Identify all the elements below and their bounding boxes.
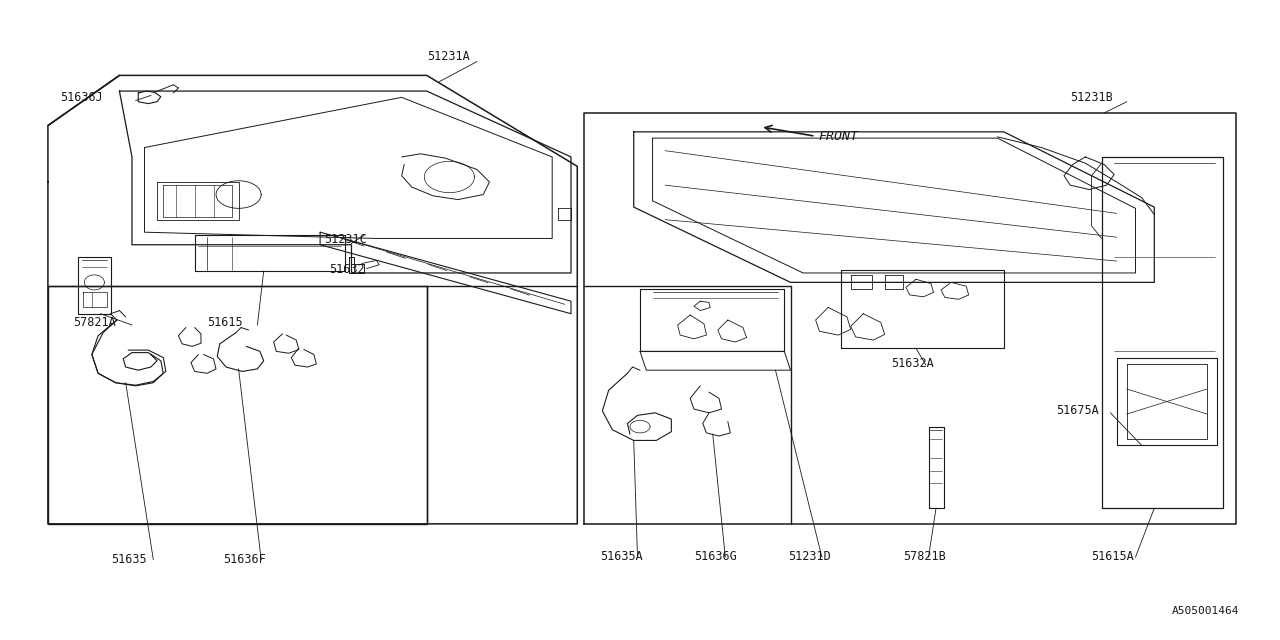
Text: 51231B: 51231B bbox=[1070, 91, 1114, 104]
Text: 51636G: 51636G bbox=[694, 550, 737, 563]
Text: 57821B: 57821B bbox=[904, 550, 946, 563]
Text: FRONT: FRONT bbox=[818, 130, 858, 143]
Text: 51231D: 51231D bbox=[788, 550, 831, 563]
Text: 51635: 51635 bbox=[110, 553, 146, 566]
Text: 51635A: 51635A bbox=[600, 550, 643, 563]
Text: 51636F: 51636F bbox=[224, 553, 266, 566]
Text: 51632A: 51632A bbox=[891, 357, 933, 370]
Text: 51632: 51632 bbox=[329, 263, 365, 276]
Text: 51231C: 51231C bbox=[324, 233, 366, 246]
Text: 51675A: 51675A bbox=[1056, 404, 1100, 417]
Text: 51636J: 51636J bbox=[60, 91, 104, 104]
Text: 51615A: 51615A bbox=[1092, 550, 1134, 563]
Text: 57821A: 57821A bbox=[73, 316, 115, 330]
Text: 51615: 51615 bbox=[207, 316, 243, 330]
Text: 51231A: 51231A bbox=[426, 50, 470, 63]
Text: A505001464: A505001464 bbox=[1172, 606, 1239, 616]
